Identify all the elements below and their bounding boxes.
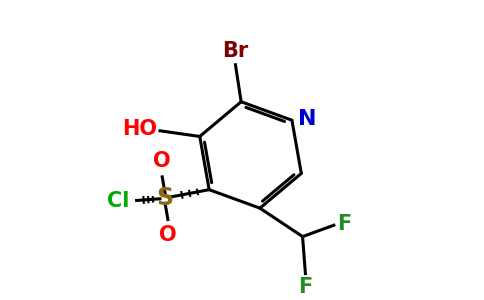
Text: Cl: Cl [107, 191, 130, 211]
Text: N: N [298, 109, 317, 129]
Text: Br: Br [222, 40, 249, 61]
Text: HO: HO [122, 119, 157, 140]
Text: S: S [156, 186, 174, 210]
Text: O: O [159, 225, 177, 245]
Text: F: F [298, 277, 313, 297]
Text: F: F [337, 214, 351, 234]
Text: O: O [153, 151, 171, 171]
